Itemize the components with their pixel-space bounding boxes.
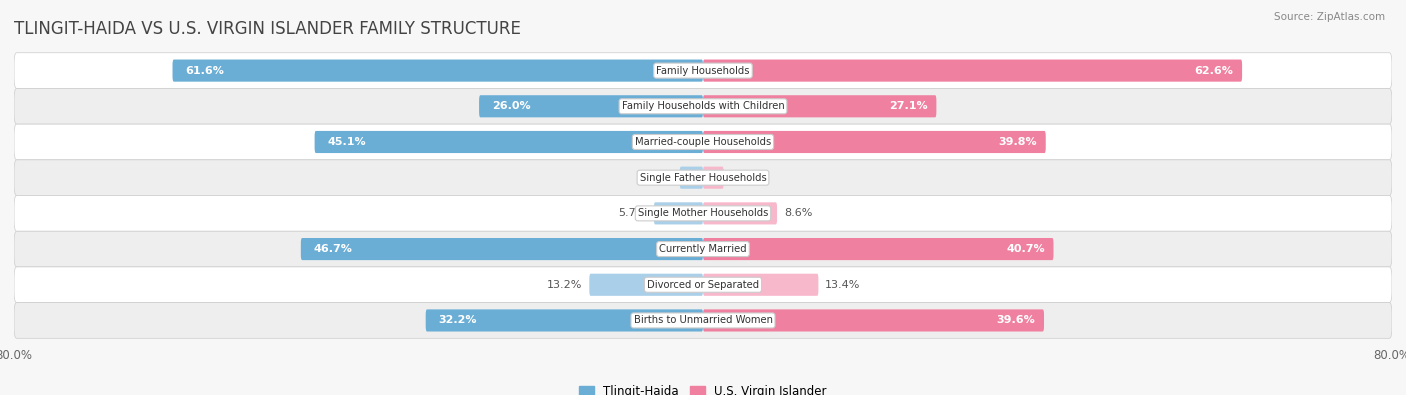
- Text: 61.6%: 61.6%: [186, 66, 225, 75]
- FancyBboxPatch shape: [14, 88, 1392, 124]
- Text: 13.2%: 13.2%: [547, 280, 582, 290]
- Text: 27.1%: 27.1%: [889, 101, 928, 111]
- FancyBboxPatch shape: [703, 238, 1053, 260]
- Text: 13.4%: 13.4%: [825, 280, 860, 290]
- FancyBboxPatch shape: [654, 202, 703, 224]
- Text: Source: ZipAtlas.com: Source: ZipAtlas.com: [1274, 12, 1385, 22]
- Text: Divorced or Separated: Divorced or Separated: [647, 280, 759, 290]
- FancyBboxPatch shape: [14, 267, 1392, 303]
- Text: 39.8%: 39.8%: [998, 137, 1038, 147]
- FancyBboxPatch shape: [14, 196, 1392, 231]
- Text: Single Mother Households: Single Mother Households: [638, 209, 768, 218]
- FancyBboxPatch shape: [703, 95, 936, 117]
- FancyBboxPatch shape: [173, 60, 703, 82]
- Text: 2.4%: 2.4%: [731, 173, 759, 182]
- Text: 40.7%: 40.7%: [1007, 244, 1045, 254]
- Text: Single Father Households: Single Father Households: [640, 173, 766, 182]
- FancyBboxPatch shape: [315, 131, 703, 153]
- Text: 2.7%: 2.7%: [644, 173, 673, 182]
- FancyBboxPatch shape: [703, 131, 1046, 153]
- Text: Currently Married: Currently Married: [659, 244, 747, 254]
- FancyBboxPatch shape: [14, 160, 1392, 196]
- FancyBboxPatch shape: [479, 95, 703, 117]
- FancyBboxPatch shape: [703, 202, 778, 224]
- Text: Married-couple Households: Married-couple Households: [636, 137, 770, 147]
- FancyBboxPatch shape: [14, 124, 1392, 160]
- Text: TLINGIT-HAIDA VS U.S. VIRGIN ISLANDER FAMILY STRUCTURE: TLINGIT-HAIDA VS U.S. VIRGIN ISLANDER FA…: [14, 19, 522, 38]
- Text: 39.6%: 39.6%: [997, 316, 1035, 325]
- FancyBboxPatch shape: [426, 309, 703, 331]
- Text: 5.7%: 5.7%: [619, 209, 647, 218]
- Text: 45.1%: 45.1%: [328, 137, 366, 147]
- Legend: Tlingit-Haida, U.S. Virgin Islander: Tlingit-Haida, U.S. Virgin Islander: [575, 380, 831, 395]
- Text: 46.7%: 46.7%: [314, 244, 353, 254]
- Text: Family Households: Family Households: [657, 66, 749, 75]
- FancyBboxPatch shape: [703, 167, 724, 189]
- Text: 32.2%: 32.2%: [439, 316, 477, 325]
- FancyBboxPatch shape: [14, 303, 1392, 338]
- Text: Family Households with Children: Family Households with Children: [621, 101, 785, 111]
- FancyBboxPatch shape: [679, 167, 703, 189]
- FancyBboxPatch shape: [301, 238, 703, 260]
- FancyBboxPatch shape: [589, 274, 703, 296]
- Text: Births to Unmarried Women: Births to Unmarried Women: [634, 316, 772, 325]
- Text: 8.6%: 8.6%: [785, 209, 813, 218]
- FancyBboxPatch shape: [703, 274, 818, 296]
- Text: 26.0%: 26.0%: [492, 101, 530, 111]
- Text: 62.6%: 62.6%: [1195, 66, 1233, 75]
- FancyBboxPatch shape: [703, 60, 1241, 82]
- FancyBboxPatch shape: [14, 231, 1392, 267]
- FancyBboxPatch shape: [703, 309, 1045, 331]
- FancyBboxPatch shape: [14, 53, 1392, 88]
